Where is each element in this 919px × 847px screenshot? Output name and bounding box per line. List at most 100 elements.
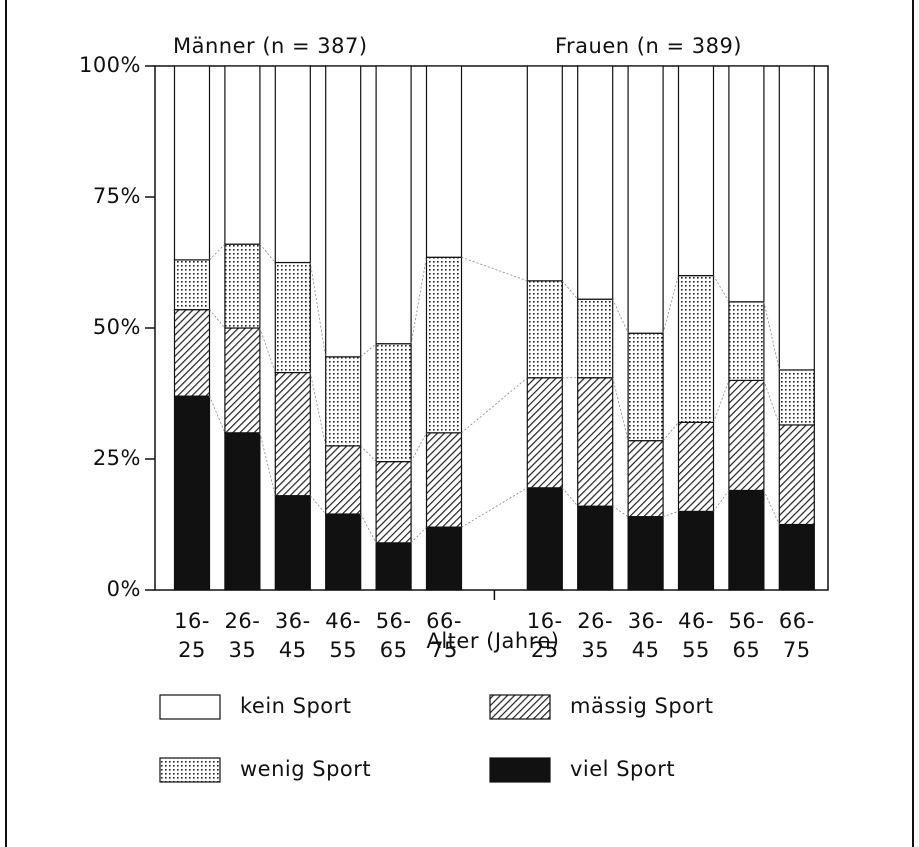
legend-label: kein Sport [240,694,352,718]
connector [662,275,679,334]
legend-label: viel Sport [570,757,675,781]
connector [410,432,427,462]
connector [662,511,679,518]
bar-segment [173,309,211,397]
connector [209,395,226,433]
bar-segment [728,379,765,492]
bar-segment [425,432,463,528]
group-label: Männer (n = 387) [173,34,368,58]
connector [309,262,327,357]
x-tick-label: 56- [728,609,764,633]
x-tick-label: 66- [426,609,462,633]
connector [612,505,629,517]
bar-segment [274,371,311,497]
bar-segment [425,526,463,591]
bar-segment [627,65,664,334]
legend-swatch [489,757,551,783]
connector [259,432,276,496]
bar-segment [224,432,261,591]
x-tick-label: 36- [628,609,664,633]
x-tick-label: 25 [531,638,559,662]
connector [713,380,730,423]
connector [612,377,629,441]
bar-segment [677,510,715,591]
group-label: Frauen (n = 389) [555,34,742,58]
x-tick-label: 45 [279,638,307,662]
connector [461,487,528,528]
connector [410,257,427,344]
bar-segment [375,461,412,544]
legend-swatch [159,694,221,720]
x-tick-label: 16- [174,609,210,633]
bar-segment [274,65,311,264]
connector [209,243,226,261]
connector [662,422,679,441]
bar-segment [224,65,261,245]
bar-segment [526,280,563,379]
bar-segment [728,489,765,591]
connector [763,490,780,525]
bar-segment [173,65,211,261]
x-tick-label: 25 [178,638,206,662]
connector [713,275,730,303]
y-tick-label: 50% [93,315,141,339]
bar-segment [526,65,563,282]
bar-segment [778,369,815,426]
bar-segment [577,298,614,379]
x-tick-label: 65 [733,638,761,662]
bar-segment [173,395,211,591]
bar-segment [778,424,815,526]
bar-segment [627,332,664,442]
connector [360,343,377,358]
connector [612,299,629,334]
bar-segment [577,505,614,591]
legend-label: mässig Sport [570,694,713,718]
bar-segment [325,356,362,447]
x-tick-label: 46- [325,609,361,633]
bar-segment [375,65,412,345]
legend-swatch [159,757,221,783]
connector [461,377,528,434]
y-tick-label: 0% [107,577,141,601]
x-tick-label: 55 [329,638,357,662]
connector [763,380,780,426]
bar-segment [778,65,815,371]
connector [763,301,780,371]
bar-segment [728,301,765,381]
bar-segment [325,445,362,515]
connector [360,445,377,462]
x-tick-label: 75 [430,638,458,662]
connector [561,487,579,507]
bar-segment [224,243,261,329]
x-tick-label: 36- [275,609,311,633]
x-tick-label: 35 [581,638,609,662]
y-tick-label: 100% [79,53,141,77]
x-tick-label: 66- [779,609,815,633]
bar-segment [577,377,614,507]
x-tick-label: 46- [678,609,714,633]
connector [713,490,730,512]
bar-segment [325,513,362,591]
legend-swatch [489,694,551,720]
bar-segment [728,65,765,303]
bar-segment [425,65,463,258]
bar-segment [526,377,563,489]
x-tick-label: 75 [783,638,811,662]
legend-label: wenig Sport [240,757,371,781]
x-tick-label: 56- [376,609,412,633]
connector [360,513,377,544]
bar-segment [627,516,664,591]
bar-segment [375,542,412,591]
x-tick-label: 55 [682,638,710,662]
connector [410,526,427,544]
x-tick-label: 45 [632,638,660,662]
x-axis-label: Alter (Jahre) [426,629,559,653]
connector [259,327,276,373]
x-tick-label: 65 [380,638,408,662]
bar-segment [274,495,311,591]
bar-segment [274,261,311,374]
bar-segment [375,343,412,463]
bar-segment [577,65,614,300]
y-tick-label: 25% [93,446,141,470]
bar-segment [627,440,664,518]
